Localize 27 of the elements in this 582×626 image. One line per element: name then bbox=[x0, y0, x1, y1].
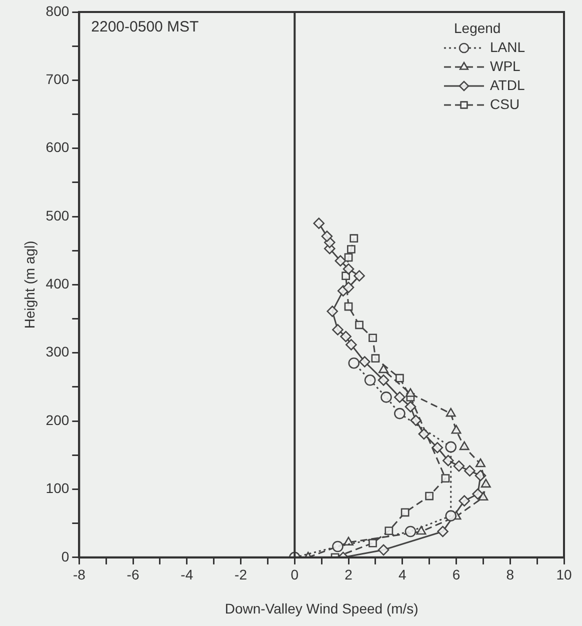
y-tick-label: 500 bbox=[46, 207, 70, 224]
x-tick-label: 8 bbox=[506, 566, 514, 583]
legend-label: WPL bbox=[490, 58, 521, 74]
y-tick-label: 600 bbox=[46, 139, 70, 156]
y-axis-title: Height (m agl) bbox=[21, 240, 38, 329]
y-tick-label: 200 bbox=[46, 412, 70, 428]
legend-label: CSU bbox=[490, 96, 520, 112]
x-tick-label: 6 bbox=[452, 566, 460, 583]
y-tick-label: 400 bbox=[46, 276, 70, 292]
x-tick-label: 4 bbox=[398, 566, 406, 583]
annotation: 2200-0500 MST bbox=[91, 18, 199, 36]
y-tick-label: 0 bbox=[61, 548, 70, 564]
x-tick-label: -6 bbox=[126, 566, 140, 583]
y-tick-label: 100 bbox=[46, 480, 70, 496]
x-tick-label: -8 bbox=[72, 566, 86, 583]
x-tick-label: -4 bbox=[180, 566, 194, 583]
y-tick-label: 300 bbox=[46, 344, 70, 360]
y-tick-label: 800 bbox=[46, 2, 70, 19]
legend-label: ATDL bbox=[490, 76, 525, 93]
x-tick-label: 0 bbox=[290, 566, 299, 583]
x-tick-label: 2 bbox=[344, 566, 353, 583]
x-axis-title: Down-Valley Wind Speed (m/s) bbox=[224, 600, 418, 616]
y-tick-label: 700 bbox=[46, 71, 70, 88]
legend-label: LANL bbox=[490, 38, 526, 55]
legend-title: Legend bbox=[454, 20, 501, 36]
x-tick-label: 10 bbox=[556, 566, 572, 583]
x-tick-label: -2 bbox=[234, 566, 248, 583]
